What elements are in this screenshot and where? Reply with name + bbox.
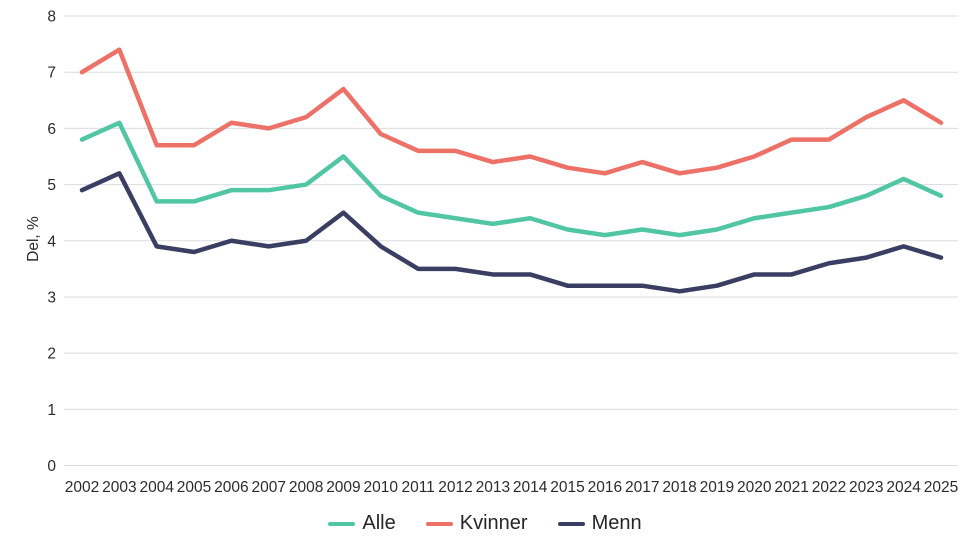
y-tick-label: 4	[47, 233, 56, 250]
legend-label: Menn	[591, 512, 642, 534]
y-tick-label: 1	[47, 402, 56, 419]
series-line-kvinner	[79, 47, 944, 176]
x-tick-label: 2006	[214, 479, 248, 496]
x-tick-label: 2010	[364, 479, 399, 496]
x-tick-label: 2009	[326, 479, 360, 496]
series-lines	[79, 47, 944, 294]
y-tick-label: 0	[47, 458, 56, 475]
x-tick-label: 2002	[65, 479, 99, 496]
legend-item-kvinner: Kvinner	[425, 512, 528, 535]
x-tick-label: 2015	[550, 479, 584, 496]
series-line-alle	[79, 120, 944, 238]
x-tick-label: 2014	[513, 479, 548, 496]
legend-swatch-menn	[557, 521, 585, 526]
legend-item-menn: Menn	[557, 512, 642, 535]
x-tick-label: 2022	[812, 479, 846, 496]
y-tick-label: 8	[47, 9, 56, 26]
legend-swatch-kvinner	[425, 521, 453, 526]
x-tick-label: 2011	[401, 479, 434, 496]
x-tick-label: 2019	[700, 479, 734, 496]
y-tick-label: 5	[47, 177, 56, 194]
x-tick-label: 2023	[849, 479, 883, 496]
y-tick-label: 3	[47, 289, 56, 306]
legend-swatch-alle	[328, 521, 356, 526]
x-tick-label: 2020	[737, 479, 772, 496]
x-tick-label: 2013	[476, 479, 510, 496]
y-tick-label: 6	[47, 121, 56, 138]
y-axis-tick-labels: 0 1 2 3 4 5 6 7 8	[47, 9, 56, 476]
x-tick-label: 2016	[588, 479, 622, 496]
x-tick-label: 2003	[102, 479, 136, 496]
x-tick-label: 2005	[177, 479, 211, 496]
gridlines	[64, 15, 958, 466]
legend-label: Kvinner	[459, 512, 528, 534]
x-tick-label: 2017	[625, 479, 659, 496]
y-tick-label: 2	[47, 346, 56, 363]
x-axis-tick-labels: 2002 2003 2004 2005 2006 2007 2008 2009 2010 2011…	[65, 479, 958, 496]
x-tick-label: 2018	[662, 479, 696, 496]
x-tick-label: 2024	[886, 479, 921, 496]
chart-legend: Alle Kvinner Menn	[0, 512, 970, 535]
y-axis-title: Del, %	[25, 216, 42, 262]
series-line-menn	[79, 171, 944, 294]
legend-label: Alle	[362, 512, 396, 534]
x-tick-label: 2021	[774, 479, 808, 496]
x-tick-label: 2025	[924, 479, 958, 496]
x-tick-label: 2007	[251, 479, 285, 496]
legend-item-alle: Alle	[328, 512, 396, 535]
x-tick-label: 2004	[139, 479, 174, 496]
x-tick-label: 2012	[438, 479, 472, 496]
x-tick-label: 2008	[289, 479, 323, 496]
y-tick-label: 7	[47, 65, 56, 82]
